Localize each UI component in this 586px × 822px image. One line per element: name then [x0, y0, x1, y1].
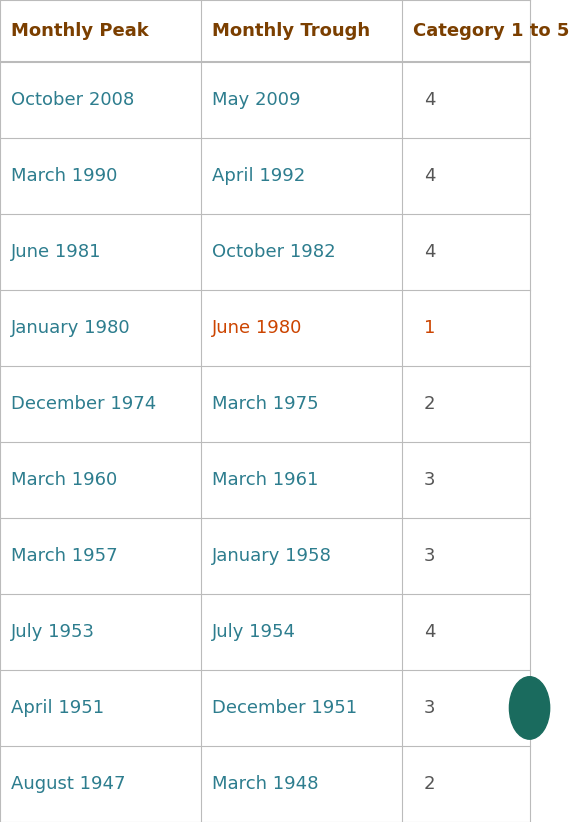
Bar	[0, 441, 530, 518]
Text: 4: 4	[424, 90, 435, 109]
Text: Monthly Peak: Monthly Peak	[11, 22, 148, 39]
Text: October 1982: October 1982	[212, 242, 335, 261]
Text: 2: 2	[424, 395, 435, 413]
Circle shape	[509, 677, 550, 739]
Text: 4: 4	[424, 167, 435, 185]
Text: May 2009: May 2009	[212, 90, 300, 109]
Text: December 1951: December 1951	[212, 699, 357, 717]
Text: March 1957: March 1957	[11, 547, 117, 565]
Text: Category 1 to 5: Category 1 to 5	[413, 22, 570, 39]
Text: 3: 3	[424, 699, 435, 717]
Text: 4: 4	[424, 242, 435, 261]
Text: October 2008: October 2008	[11, 90, 134, 109]
Text: 3: 3	[424, 471, 435, 489]
Text: Monthly Trough: Monthly Trough	[212, 22, 370, 39]
Text: March 1975: March 1975	[212, 395, 318, 413]
Bar	[0, 746, 530, 822]
Text: 3: 3	[424, 547, 435, 565]
Text: March 1961: March 1961	[212, 471, 318, 489]
Text: July 1954: July 1954	[212, 623, 296, 641]
Text: April 1992: April 1992	[212, 167, 305, 185]
Text: June 1981: June 1981	[11, 242, 101, 261]
Bar	[0, 137, 530, 214]
Text: 4: 4	[424, 623, 435, 641]
Bar	[0, 214, 530, 289]
Bar	[0, 289, 530, 366]
Text: December 1974: December 1974	[11, 395, 156, 413]
Bar	[0, 670, 530, 746]
Text: April 1951: April 1951	[11, 699, 104, 717]
Bar	[0, 0, 530, 62]
Text: March 1948: March 1948	[212, 775, 318, 793]
Text: 1: 1	[424, 319, 435, 337]
Text: January 1980: January 1980	[11, 319, 130, 337]
Text: March 1960: March 1960	[11, 471, 117, 489]
Bar	[0, 366, 530, 442]
Text: August 1947: August 1947	[11, 775, 125, 793]
Bar	[0, 593, 530, 670]
Bar	[0, 62, 530, 138]
Text: July 1953: July 1953	[11, 623, 94, 641]
Text: January 1958: January 1958	[212, 547, 332, 565]
Text: 2: 2	[424, 775, 435, 793]
Text: June 1980: June 1980	[212, 319, 302, 337]
Text: March 1990: March 1990	[11, 167, 117, 185]
Bar	[0, 518, 530, 593]
